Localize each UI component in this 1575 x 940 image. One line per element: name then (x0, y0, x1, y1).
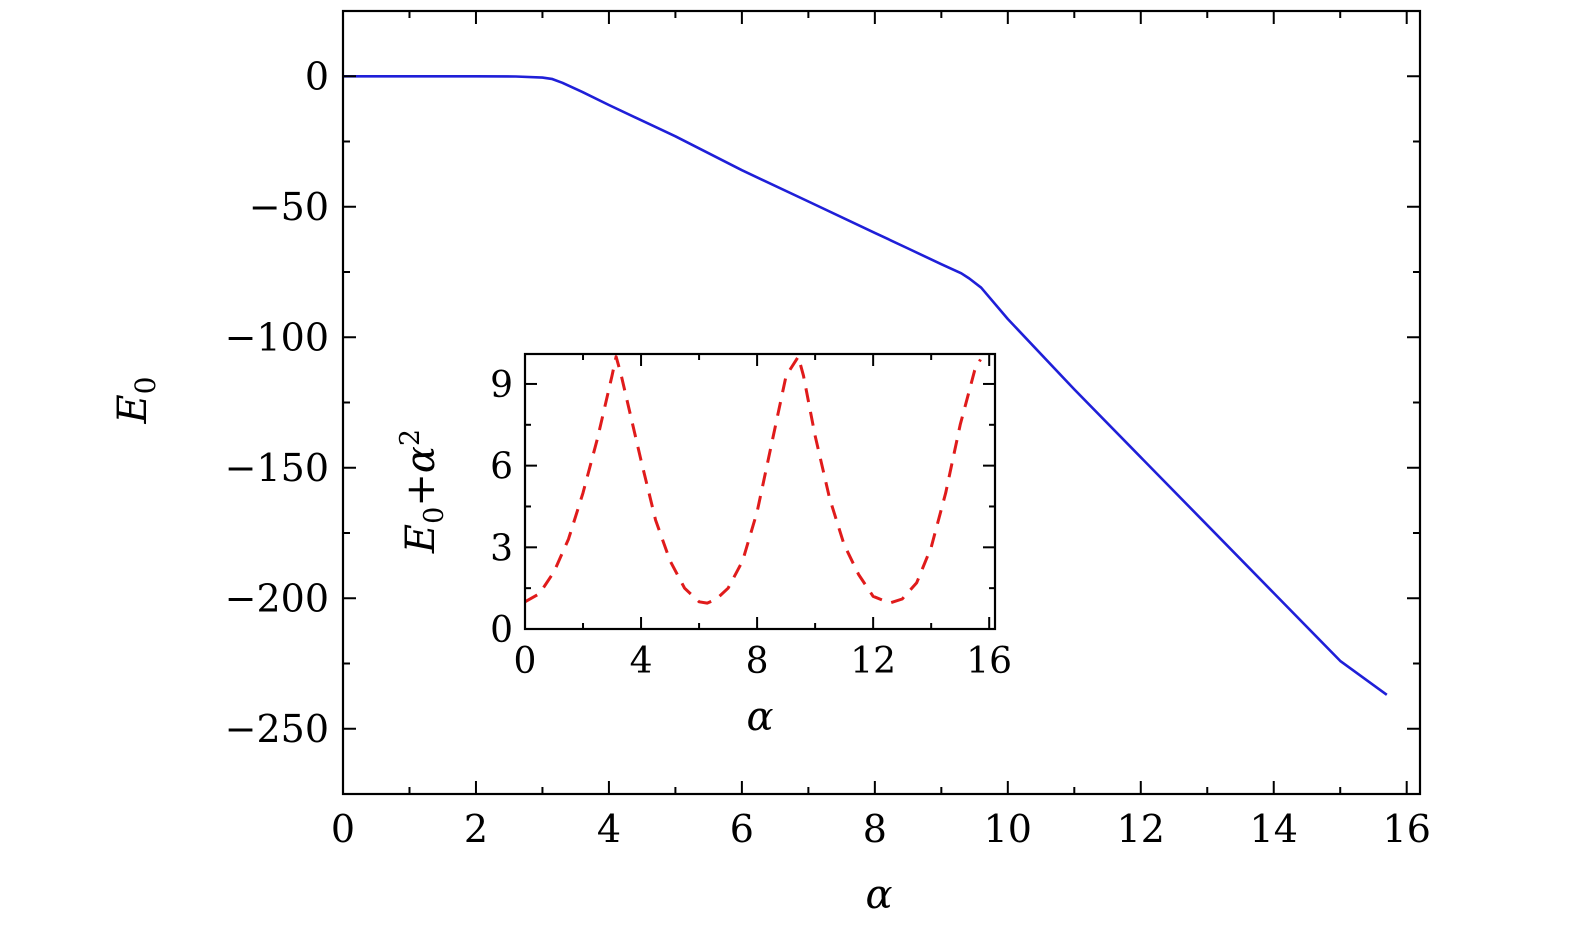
inset-x-axis-label: α (746, 694, 773, 740)
inset-x-tick-label: 8 (746, 641, 769, 682)
main-series-layer (343, 75, 1388, 696)
inset-x-tick-label: 12 (850, 641, 896, 682)
inset-y-tick-label: 9 (490, 365, 513, 406)
main-y-axis-label: E0 (110, 376, 162, 424)
inset-y-tick-label: 6 (490, 447, 513, 488)
inset-plot-frame (523, 352, 997, 631)
main-x-axis-label: α (865, 872, 892, 918)
inset-y-axis-label-superscript: 2 (395, 429, 426, 446)
main-x-tick-label: 0 (331, 807, 355, 851)
inset-tick-label-layer: 0 4 8 12 16 0 3 6 9 (490, 365, 1012, 682)
main-x-tick-label: 2 (464, 807, 488, 851)
main-x-tick-label: 6 (730, 807, 754, 851)
main-y-tick-label: −250 (225, 707, 329, 751)
main-tick-label-layer: 0 2 4 6 8 10 12 14 16 0 −50 −100 −150 −200 −250 (225, 54, 1431, 851)
inset-background (525, 354, 995, 629)
inset-y-axis-label-subscript: 0 (419, 507, 450, 524)
inset-y-axis-label-base: E (398, 524, 444, 554)
main-x-tick-label: 8 (863, 807, 887, 851)
main-y-tick-label: −200 (225, 576, 329, 620)
main-x-tick-label: 14 (1250, 807, 1298, 851)
main-x-tick-label: 4 (597, 807, 621, 851)
main-x-tick-label: 12 (1117, 807, 1165, 851)
main-y-tick-label: −150 (225, 446, 329, 490)
inset-x-tick-label: 4 (630, 641, 653, 682)
inset-tick-layer (524, 354, 995, 630)
inset-y-axis-label: E0+α2 (395, 429, 450, 554)
main-chart: 0 2 4 6 8 10 12 14 160−50−100−150−200−250 α E0 (110, 9, 1431, 918)
inset-y-tick-label: 3 (490, 528, 513, 569)
main-x-tick-label: 16 (1383, 807, 1431, 851)
inset-y-axis-label-suffix: +α (398, 446, 444, 507)
main-y-tick-label: −50 (249, 185, 329, 229)
main-x-tick-label: 10 (984, 807, 1032, 851)
inset-x-tick-label: 16 (966, 641, 1012, 682)
main-y-tick-label: 0 (305, 54, 329, 98)
main-tick-layer (342, 11, 1420, 794)
main-y-axis-label-base: E (110, 394, 156, 424)
main-y-tick-label: −100 (225, 315, 329, 359)
main-y-axis-label-subscript: 0 (129, 376, 162, 394)
inset-x-tick-label: 0 (514, 641, 537, 682)
inset-y-tick-label: 0 (490, 610, 513, 651)
main-series-line-0 (343, 75, 1388, 696)
